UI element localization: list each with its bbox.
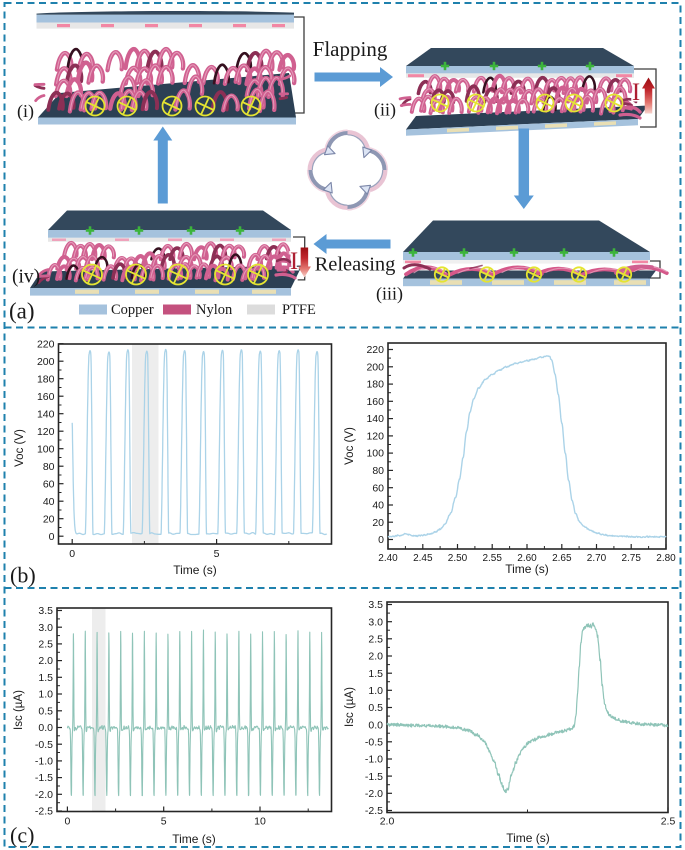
svg-text:-1.0: -1.0	[365, 754, 383, 766]
svg-text:0.5: 0.5	[368, 702, 383, 714]
svg-text:2.5: 2.5	[38, 639, 53, 651]
svg-text:2.5: 2.5	[661, 816, 676, 828]
svg-text:Voc (V): Voc (V)	[14, 429, 26, 467]
svg-text:220: 220	[366, 344, 384, 356]
svg-text:200: 200	[366, 361, 384, 373]
svg-text:-0.5: -0.5	[35, 739, 53, 751]
svg-text:0.0: 0.0	[38, 722, 53, 734]
svg-text:1.5: 1.5	[38, 672, 53, 684]
svg-text:180: 180	[366, 379, 384, 391]
svg-text:120: 120	[37, 426, 55, 438]
svg-text:200: 200	[37, 356, 55, 368]
svg-text:Time (s): Time (s)	[505, 562, 549, 576]
svg-text:0: 0	[378, 534, 384, 546]
svg-text:10: 10	[254, 816, 266, 828]
svg-text:80: 80	[372, 465, 384, 477]
svg-text:3.0: 3.0	[38, 622, 53, 634]
svg-text:0: 0	[64, 816, 70, 828]
svg-text:I: I	[290, 248, 298, 275]
svg-text:Voc (V): Voc (V)	[344, 427, 356, 465]
svg-text:Releasing: Releasing	[315, 254, 396, 276]
svg-text:220: 220	[37, 338, 55, 350]
svg-text:-2.5: -2.5	[35, 806, 53, 818]
svg-text:2.0: 2.0	[380, 816, 395, 828]
svg-text:(ii): (ii)	[374, 100, 396, 121]
svg-text:(i): (i)	[17, 101, 34, 122]
svg-text:0: 0	[69, 548, 75, 560]
svg-text:40: 40	[372, 500, 384, 512]
svg-text:5: 5	[161, 816, 167, 828]
svg-text:-1.5: -1.5	[35, 772, 53, 784]
svg-text:2.50: 2.50	[448, 553, 468, 564]
svg-text:40: 40	[43, 496, 55, 508]
svg-text:0: 0	[49, 531, 55, 543]
svg-text:5: 5	[214, 548, 220, 560]
svg-text:(b): (b)	[10, 563, 36, 588]
svg-text:2.70: 2.70	[587, 553, 607, 564]
svg-text:2.0: 2.0	[368, 651, 383, 663]
svg-text:80: 80	[43, 461, 55, 473]
svg-text:1.5: 1.5	[368, 668, 383, 680]
svg-text:2.80: 2.80	[656, 553, 676, 564]
svg-text:2.5: 2.5	[368, 633, 383, 645]
svg-text:(a): (a)	[9, 299, 35, 324]
svg-text:1.0: 1.0	[38, 689, 53, 701]
svg-text:0.0: 0.0	[368, 719, 383, 731]
svg-text:100: 100	[37, 443, 55, 455]
svg-text:3.5: 3.5	[368, 599, 383, 611]
svg-text:Time (s): Time (s)	[172, 832, 216, 846]
svg-text:-1.0: -1.0	[35, 756, 53, 768]
svg-text:160: 160	[37, 391, 55, 403]
svg-text:160: 160	[366, 396, 384, 408]
svg-text:140: 140	[37, 408, 55, 420]
svg-text:100: 100	[366, 448, 384, 460]
svg-text:2.75: 2.75	[621, 553, 641, 564]
svg-text:2.60: 2.60	[517, 553, 537, 564]
svg-text:2.0: 2.0	[38, 655, 53, 667]
svg-text:(iii): (iii)	[376, 284, 403, 305]
svg-text:140: 140	[366, 413, 384, 425]
svg-text:-2.0: -2.0	[35, 789, 53, 801]
svg-text:Time (s): Time (s)	[506, 831, 550, 845]
svg-text:Nylon: Nylon	[196, 302, 233, 318]
svg-text:1.0: 1.0	[368, 685, 383, 697]
svg-text:20: 20	[372, 517, 384, 529]
svg-text:(iv): (iv)	[12, 267, 40, 288]
svg-text:-2.5: -2.5	[365, 805, 383, 817]
svg-text:2.40: 2.40	[378, 553, 398, 564]
svg-text:3.5: 3.5	[38, 605, 53, 617]
svg-text:180: 180	[37, 373, 55, 385]
svg-text:Time (s): Time (s)	[173, 563, 217, 577]
svg-text:2.45: 2.45	[413, 553, 433, 564]
svg-text:120: 120	[366, 431, 384, 443]
svg-text:(c): (c)	[10, 823, 34, 848]
svg-text:PTFE: PTFE	[282, 302, 316, 318]
svg-text:-2.0: -2.0	[365, 788, 383, 800]
svg-text:60: 60	[43, 478, 55, 490]
svg-text:2.65: 2.65	[552, 553, 572, 564]
svg-text:Flapping: Flapping	[313, 37, 388, 61]
svg-text:Isc (µA): Isc (µA)	[344, 687, 356, 727]
svg-text:2.55: 2.55	[482, 553, 502, 564]
svg-text:Copper: Copper	[111, 302, 154, 318]
svg-text:-0.5: -0.5	[365, 736, 383, 748]
svg-text:0.5: 0.5	[38, 705, 53, 717]
svg-text:20: 20	[43, 513, 55, 525]
svg-text:-1.5: -1.5	[365, 771, 383, 783]
svg-text:3.0: 3.0	[368, 616, 383, 628]
svg-text:60: 60	[372, 482, 384, 494]
svg-text:Isc (µA): Isc (µA)	[13, 690, 25, 730]
svg-text:I: I	[632, 79, 640, 106]
